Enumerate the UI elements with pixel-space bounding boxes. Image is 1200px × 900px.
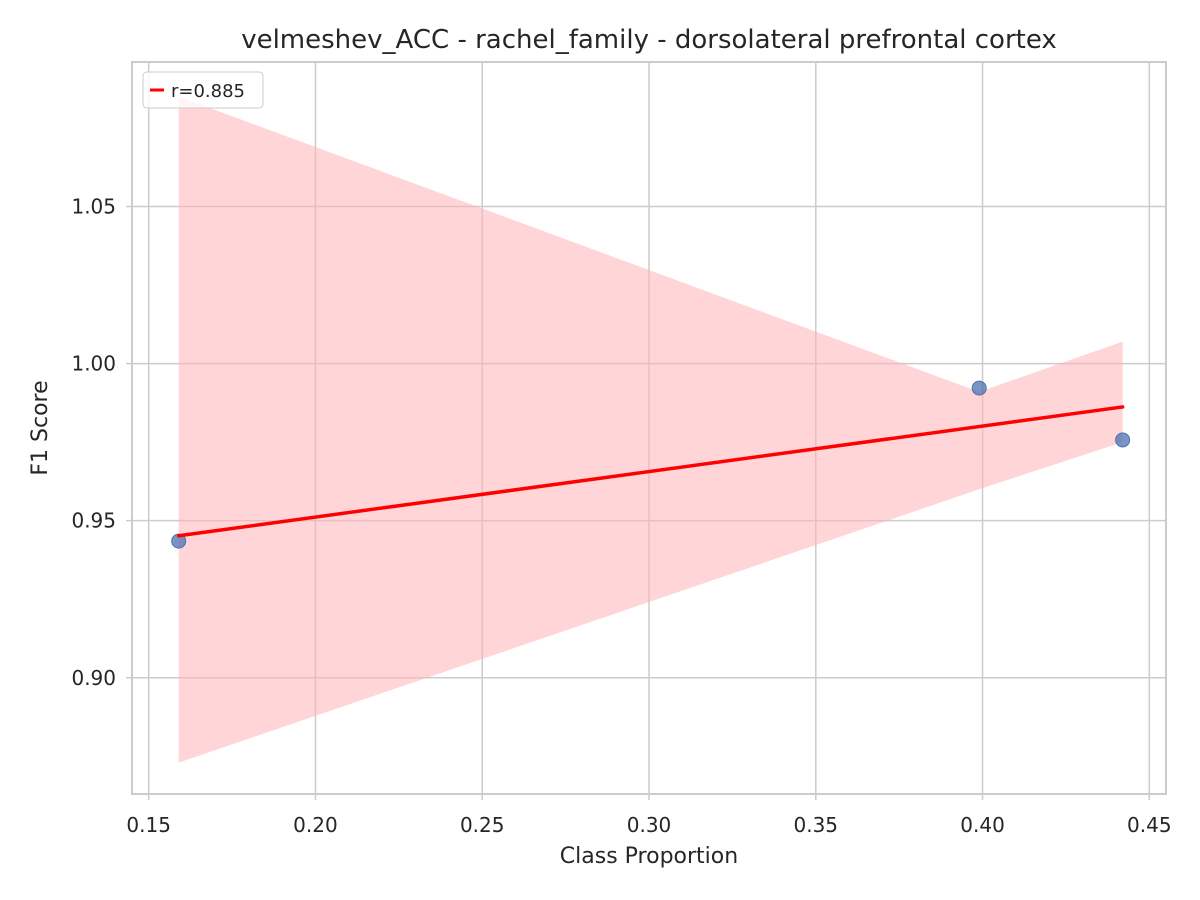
x-tick-label: 0.35 xyxy=(794,813,839,837)
y-tick-label: 0.90 xyxy=(71,666,116,690)
legend-box xyxy=(142,71,264,109)
y-tick-label: 0.95 xyxy=(71,509,116,533)
x-tick-label: 0.30 xyxy=(627,813,672,837)
y-axis-label: F1 Score xyxy=(28,380,53,475)
x-axis-label: Class Proportion xyxy=(560,844,738,869)
y-axis-ticks: 0.90 0.95 1.00 1.05 xyxy=(71,195,132,690)
chart-title: velmeshev_ACC - rachel_family - dorsolat… xyxy=(241,25,1057,55)
x-tick-label: 0.45 xyxy=(1127,813,1172,837)
legend-label: r=0.885 xyxy=(171,81,245,102)
x-tick-label: 0.40 xyxy=(960,813,1005,837)
x-axis-ticks: 0.15 0.20 0.25 0.30 0.35 0.40 0.45 xyxy=(126,794,1172,837)
confidence-band xyxy=(178,96,1123,763)
x-tick-label: 0.15 xyxy=(126,813,171,837)
x-tick-label: 0.25 xyxy=(460,813,505,837)
x-tick-label: 0.20 xyxy=(293,813,338,837)
regression-line-group xyxy=(176,405,1125,538)
data-point xyxy=(1115,432,1131,448)
data-point xyxy=(971,380,987,396)
regression-line xyxy=(176,405,1125,538)
y-tick-label: 1.00 xyxy=(71,352,116,376)
confidence-band-area xyxy=(178,96,1123,763)
y-tick-label: 1.05 xyxy=(71,195,116,219)
plot-area xyxy=(131,61,1167,795)
legend: r=0.885 xyxy=(142,71,264,109)
